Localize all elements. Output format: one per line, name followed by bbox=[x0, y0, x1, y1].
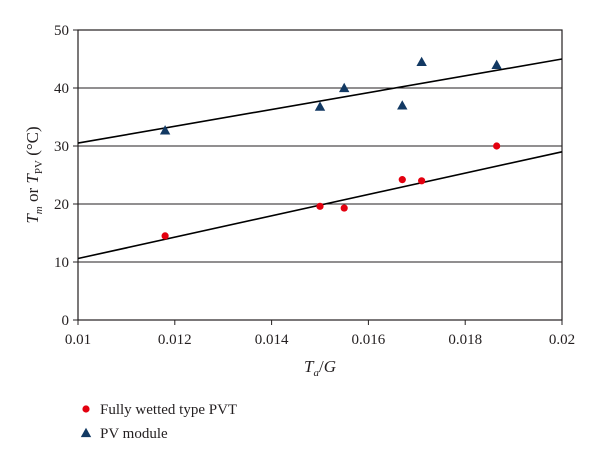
pvt-point bbox=[398, 176, 406, 184]
pvt-point bbox=[493, 142, 501, 150]
x-tick-label: 0.016 bbox=[352, 332, 386, 348]
y-tick-label: 0 bbox=[62, 313, 70, 329]
gridlines bbox=[78, 87, 562, 263]
pvt-point bbox=[316, 202, 324, 210]
x-tick-label: 0.012 bbox=[158, 332, 192, 348]
legend-marker bbox=[80, 427, 92, 438]
legend: Fully wetted type PVT PV module bbox=[80, 402, 237, 442]
x-tick-label: 0.01 bbox=[65, 332, 91, 348]
x-axis-ticks: 0.01 0.012 0.014 0.016 0.018 0.02 bbox=[65, 320, 575, 348]
y-axis-title: Tm or TPV (°C) bbox=[23, 126, 45, 223]
trendlines bbox=[77, 58, 563, 260]
legend-label: Fully wetted type PVT bbox=[100, 402, 237, 418]
y-tick-label: 40 bbox=[54, 81, 69, 97]
pv-module-point bbox=[339, 82, 350, 93]
pvt-point bbox=[161, 232, 169, 240]
pv-module-point bbox=[397, 100, 408, 110]
y-axis-ticks: 0 10 20 30 40 50 bbox=[54, 23, 78, 329]
x-tick-label: 0.018 bbox=[448, 332, 482, 348]
pvt-point bbox=[340, 204, 348, 212]
pv-module-point bbox=[159, 125, 171, 135]
x-axis-title: Ta/G bbox=[304, 357, 336, 379]
legend-marker bbox=[82, 405, 90, 413]
trendline-series-1 bbox=[77, 58, 563, 144]
pvt-point bbox=[418, 177, 426, 185]
y-tick-label: 30 bbox=[54, 139, 69, 155]
pv-module-point bbox=[416, 56, 427, 67]
plot-area-frame bbox=[77, 29, 563, 321]
y-tick-label: 20 bbox=[54, 197, 69, 213]
pv-module-point bbox=[491, 59, 502, 69]
x-tick-label: 0.02 bbox=[549, 332, 575, 348]
pv-module-point bbox=[314, 101, 326, 111]
data-markers bbox=[159, 56, 502, 240]
y-tick-label: 50 bbox=[54, 23, 69, 39]
x-tick-label: 0.014 bbox=[255, 332, 289, 348]
legend-label: PV module bbox=[100, 426, 168, 442]
y-tick-label: 10 bbox=[54, 255, 69, 271]
